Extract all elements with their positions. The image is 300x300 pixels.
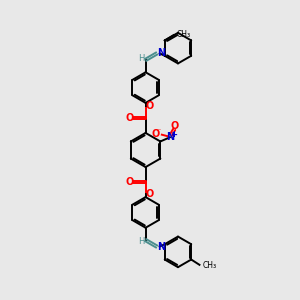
Text: CH₃: CH₃ [177,30,191,39]
Text: O: O [125,177,134,187]
Text: N: N [157,242,165,252]
Text: N: N [157,48,165,58]
Text: +: + [170,130,177,140]
Text: O: O [171,122,179,131]
Text: O: O [146,189,154,199]
Text: O: O [152,129,160,139]
Text: H: H [138,54,145,63]
Text: O: O [146,101,154,111]
Text: H: H [138,237,145,246]
Text: N: N [166,132,174,142]
Text: O: O [125,113,134,123]
Text: CH₃: CH₃ [203,261,217,270]
Text: ⁻: ⁻ [157,126,161,135]
